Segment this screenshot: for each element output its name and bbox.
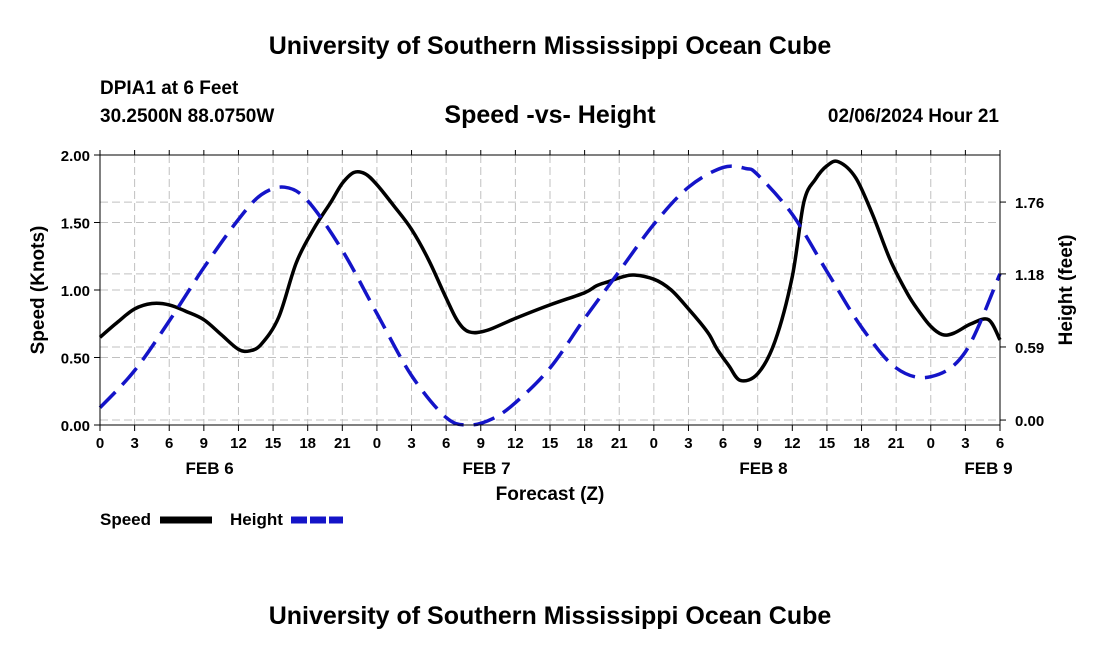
x-tick-label: 21: [888, 435, 905, 452]
x-tick-label: 21: [334, 435, 351, 452]
y2-tick-label: 0.00: [1015, 413, 1044, 430]
x-tick-label: 6: [165, 435, 173, 452]
x-tick-label: 21: [611, 435, 628, 452]
x-tick-label: 0: [927, 435, 935, 452]
date-label: FEB 8: [739, 459, 787, 478]
x-tick-label: 0: [373, 435, 381, 452]
y2-axis-label: Height (feet): [1056, 235, 1077, 346]
y-tick-label: 1.00: [61, 283, 90, 300]
series-line-height: [98, 164, 1002, 427]
series-line-speed: [98, 159, 1002, 383]
x-tick-label: 18: [576, 435, 593, 452]
y-tick-label: 2.00: [61, 148, 90, 165]
y-tick-label: 0.00: [61, 418, 90, 435]
y-tick-label: 0.50: [61, 351, 90, 368]
x-tick-label: 6: [719, 435, 727, 452]
x-tick-label: 18: [299, 435, 316, 452]
y2-tick-label: 0.59: [1015, 340, 1044, 357]
x-tick-label: 3: [407, 435, 415, 452]
x-tick-label: 0: [650, 435, 658, 452]
legend: Speed Height: [100, 510, 343, 529]
x-tick-label: 6: [996, 435, 1004, 452]
grid-layer: [100, 155, 1000, 425]
x-tick-label: 15: [265, 435, 282, 452]
legend-label-speed: Speed: [100, 510, 151, 529]
legend-label-height: Height: [230, 510, 283, 529]
date-label: FEB 9: [964, 459, 1012, 478]
chart-title: Speed -vs- Height: [444, 101, 656, 129]
date-hour-label: 02/06/2024 Hour 21: [827, 106, 999, 127]
page-title-top: University of Southern Mississippi Ocean…: [268, 32, 832, 60]
page-title-bottom: University of Southern Mississippi Ocean…: [268, 602, 832, 630]
y2-tick-label: 1.76: [1015, 195, 1044, 212]
x-tick-label: 6: [442, 435, 450, 452]
x-tick-label: 3: [130, 435, 138, 452]
date-label: FEB 7: [462, 459, 510, 478]
y2-tick-label: 1.18: [1015, 267, 1044, 284]
axis-layer: 0 3 6 9 12 15 18 21 0 3 6 9 12 15 18 21 0 3 6 9 12 15 18 21 0 3 60…: [61, 148, 1044, 478]
coordinates-label: 30.2500N 88.0750W: [100, 106, 275, 127]
x-tick-label: 3: [961, 435, 969, 452]
station-label: DPIA1 at 6 Feet: [100, 78, 239, 99]
x-tick-label: 12: [507, 435, 524, 452]
date-label: FEB 6: [186, 459, 234, 478]
y-tick-label: 1.50: [61, 216, 90, 233]
series-layer: [98, 159, 1002, 427]
x-axis-label: Forecast (Z): [496, 484, 605, 505]
x-tick-label: 15: [542, 435, 559, 452]
x-tick-label: 9: [200, 435, 208, 452]
x-tick-label: 15: [819, 435, 836, 452]
y-axis-label: Speed (Knots): [28, 226, 49, 355]
x-tick-label: 9: [754, 435, 762, 452]
x-tick-label: 0: [96, 435, 104, 452]
x-tick-label: 18: [853, 435, 870, 452]
x-tick-label: 3: [684, 435, 692, 452]
x-tick-label: 12: [784, 435, 801, 452]
x-tick-label: 12: [230, 435, 247, 452]
x-tick-label: 9: [477, 435, 485, 452]
